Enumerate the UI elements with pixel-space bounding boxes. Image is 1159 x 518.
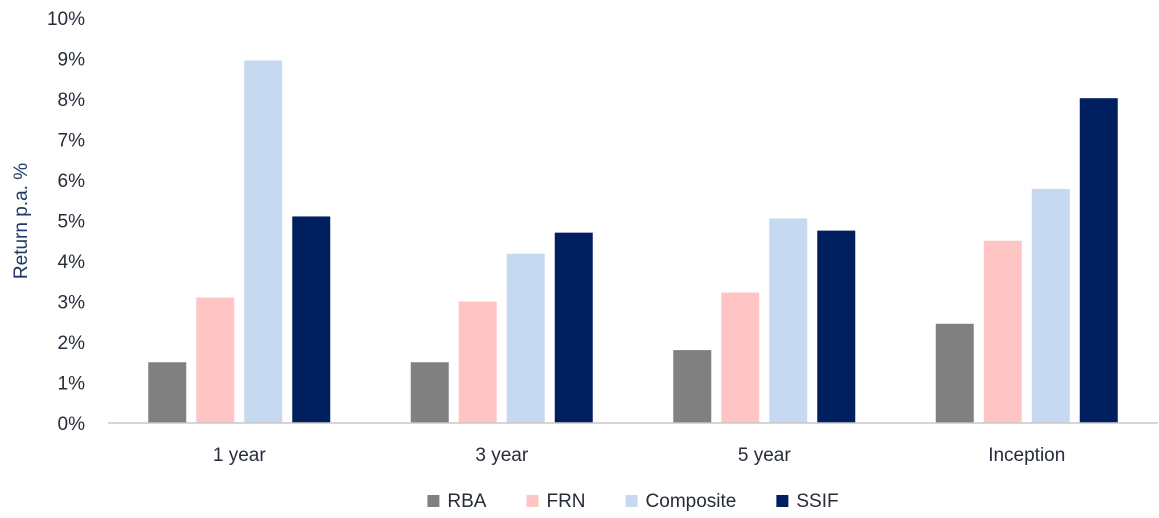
legend-swatch — [625, 495, 638, 507]
bar — [935, 323, 974, 423]
bar — [673, 350, 712, 423]
bar — [292, 216, 331, 423]
y-tick-label: 8% — [58, 90, 86, 111]
bar — [1031, 188, 1070, 423]
bar — [1079, 98, 1118, 423]
y-tick-label: 10% — [47, 9, 85, 30]
x-axis: 1 year 3 year 5 year Inception — [213, 445, 1065, 466]
y-tick-label: 4% — [58, 252, 86, 273]
legend-label: SSIF — [796, 491, 838, 512]
bar — [148, 362, 187, 423]
y-tick-label: 5% — [58, 212, 86, 233]
bar — [554, 232, 593, 423]
y-tick-label: 1% — [58, 374, 86, 395]
bar — [458, 301, 497, 423]
y-axis-title: Return p.a. % — [11, 163, 32, 279]
legend-swatch — [526, 495, 539, 507]
y-tick-label: 6% — [58, 171, 86, 192]
legend-item: FRN — [526, 491, 586, 512]
y-tick-label: 7% — [58, 131, 86, 152]
x-tick-label: 1 year — [213, 445, 266, 466]
legend-label: Composite — [646, 491, 737, 512]
y-tick-label: 9% — [58, 50, 86, 71]
y-tick-label: 2% — [58, 333, 86, 354]
x-tick-label: 5 year — [738, 445, 791, 466]
legend-swatch — [427, 495, 440, 507]
legend-label: RBA — [447, 491, 486, 512]
bar — [244, 60, 283, 424]
x-tick-label: Inception — [988, 445, 1065, 466]
legend: RBA FRN Composite SSIF — [427, 491, 839, 512]
y-tick-label: 3% — [58, 293, 86, 314]
legend-label: FRN — [546, 491, 585, 512]
legend-item: RBA — [427, 491, 487, 512]
bar — [983, 240, 1022, 423]
legend-swatch — [776, 495, 789, 507]
y-tick-label: 0% — [58, 414, 86, 435]
bar — [196, 297, 235, 423]
legend-item: SSIF — [776, 491, 839, 512]
bar — [721, 292, 760, 423]
bar-series — [148, 60, 1118, 424]
x-tick-label: 3 year — [475, 445, 528, 466]
bar — [817, 230, 856, 423]
bar — [410, 362, 449, 423]
legend-item: Composite — [625, 491, 737, 512]
bar — [769, 218, 808, 423]
bar — [506, 253, 545, 423]
y-axis: 0% 1% 2% 3% 4% 5% 6% 7% 8% 9% 10% — [47, 9, 85, 435]
